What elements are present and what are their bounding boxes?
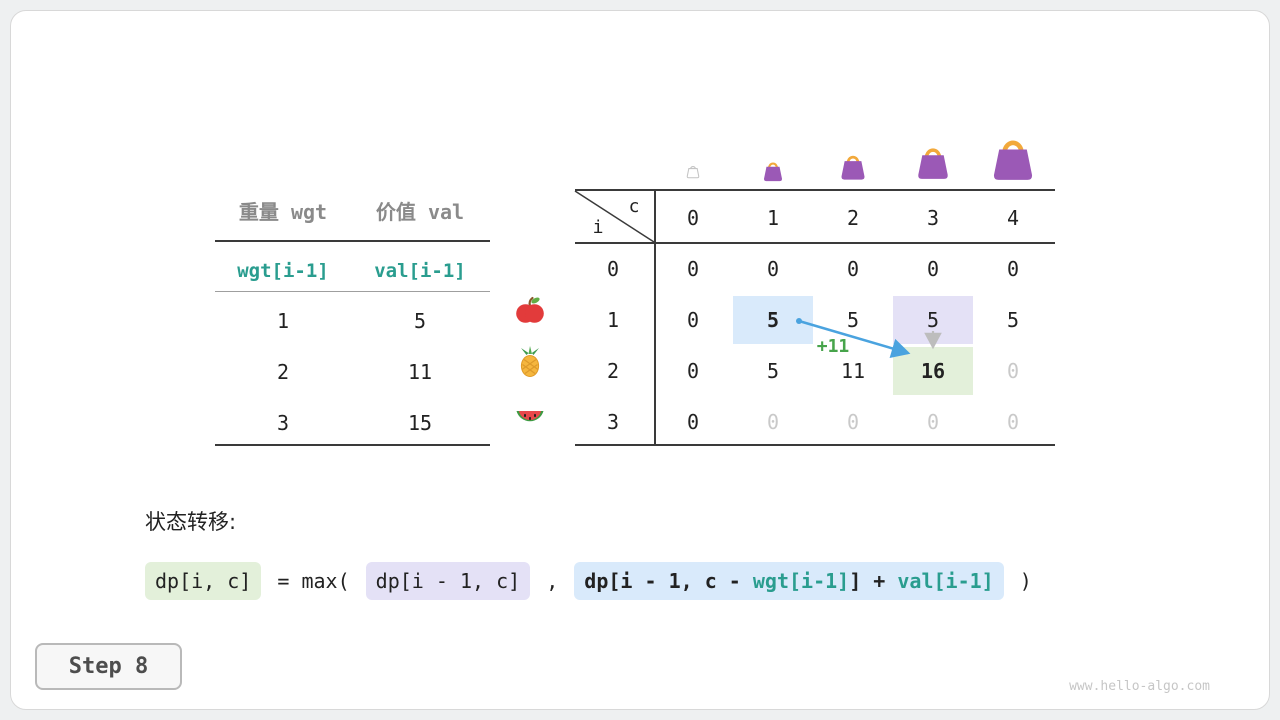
- dp-cell-0-3: 0: [926, 257, 940, 281]
- dp-row-header-0: 0: [606, 257, 620, 281]
- dp-left-border: [654, 189, 656, 446]
- item-2-val: 11: [407, 360, 433, 384]
- plus-value-label: +11: [816, 336, 850, 357]
- formula-op: = max(: [265, 569, 362, 593]
- items-header-wgt: 重量 wgt: [238, 200, 328, 224]
- state-transition-label: 状态转移:: [145, 510, 237, 534]
- dp-cell-1-0: 0: [686, 308, 700, 332]
- dp-cell-0-4: 0: [1006, 257, 1020, 281]
- dp-cell-2-0: 0: [686, 359, 700, 383]
- bag-icon-capacity-1: [762, 158, 784, 187]
- formula-comma: ,: [534, 569, 571, 593]
- dp-col-header-3: 3: [926, 206, 940, 230]
- dp-cell-3-0: 0: [686, 410, 700, 434]
- items-header-val: 价值 val: [375, 200, 465, 224]
- formula-arg2-val: val[i-1]: [897, 569, 994, 593]
- items-var-divider: [215, 291, 490, 292]
- item-2-wgt: 2: [276, 360, 290, 384]
- items-var-val: val[i-1]: [374, 260, 466, 282]
- dp-col-header-2: 2: [846, 206, 860, 230]
- dp-cell-3-2: 0: [846, 410, 860, 434]
- item-3-wgt: 3: [276, 411, 290, 435]
- dp-cell-2-4: 0: [1006, 359, 1020, 383]
- formula-arg2-wgt: wgt[i-1]: [752, 569, 850, 593]
- corner-label-i: i: [592, 217, 604, 238]
- item-1-wgt: 1: [276, 309, 290, 333]
- dp-cell-1-4: 5: [1006, 308, 1020, 332]
- dp-cell-2-1: 5: [766, 359, 780, 383]
- pineapple-icon: [514, 346, 546, 378]
- dp-cell-2-3-highlighted: 16: [893, 347, 973, 395]
- items-bottom-divider: [215, 444, 490, 446]
- items-header-divider: [215, 240, 490, 242]
- dp-cell-0-1: 0: [766, 257, 780, 281]
- state-transition-formula: dp[i, c] = max( dp[i - 1, c] , dp[i - 1,…: [145, 560, 1036, 602]
- dp-cell-3-1: 0: [766, 410, 780, 434]
- bag-icon-capacity-3: [915, 141, 951, 186]
- dp-row-header-3: 3: [606, 410, 620, 434]
- formula-arg2-part1: dp[i - 1, c -: [584, 569, 753, 593]
- formula-arg1-chip: dp[i - 1, c]: [365, 562, 531, 600]
- dp-col-header-4: 4: [1006, 206, 1020, 230]
- corner-label-c: c: [628, 196, 640, 217]
- dp-cell-2-2: 11: [840, 359, 866, 383]
- dp-col-header-0: 0: [686, 206, 700, 230]
- formula-arg2-chip: dp[i - 1, c - wgt[i-1]] + val[i-1]: [574, 562, 1004, 600]
- formula-lhs-chip: dp[i, c]: [145, 562, 262, 600]
- dp-cell-3-4: 0: [1006, 410, 1020, 434]
- dp-cell-3-3: 0: [926, 410, 940, 434]
- dp-cell-0-0: 0: [686, 257, 700, 281]
- step-badge: Step 8: [35, 643, 182, 690]
- item-1-val: 5: [413, 309, 427, 333]
- formula-arg2-part3: ] +: [849, 569, 898, 593]
- bag-icon-capacity-4: [990, 131, 1036, 188]
- formula-close: ): [1007, 569, 1032, 593]
- dp-cell-1-3-highlighted: 5: [893, 296, 973, 344]
- dp-row-header-1: 1: [606, 308, 620, 332]
- dp-bottom-border: [575, 444, 1055, 446]
- dp-header-border: [575, 242, 1055, 244]
- dp-cell-0-2: 0: [846, 257, 860, 281]
- bag-icon-capacity-0: [686, 163, 700, 183]
- apple-icon: [514, 294, 546, 326]
- item-3-val: 15: [407, 411, 433, 435]
- dp-col-header-1: 1: [766, 206, 780, 230]
- watermelon-icon: [514, 398, 546, 430]
- items-var-wgt: wgt[i-1]: [237, 260, 329, 282]
- watermark: www.hello-algo.com: [1069, 679, 1210, 694]
- dp-top-border: [575, 189, 1055, 191]
- dp-row-header-2: 2: [606, 359, 620, 383]
- bag-icon-capacity-2: [839, 150, 867, 186]
